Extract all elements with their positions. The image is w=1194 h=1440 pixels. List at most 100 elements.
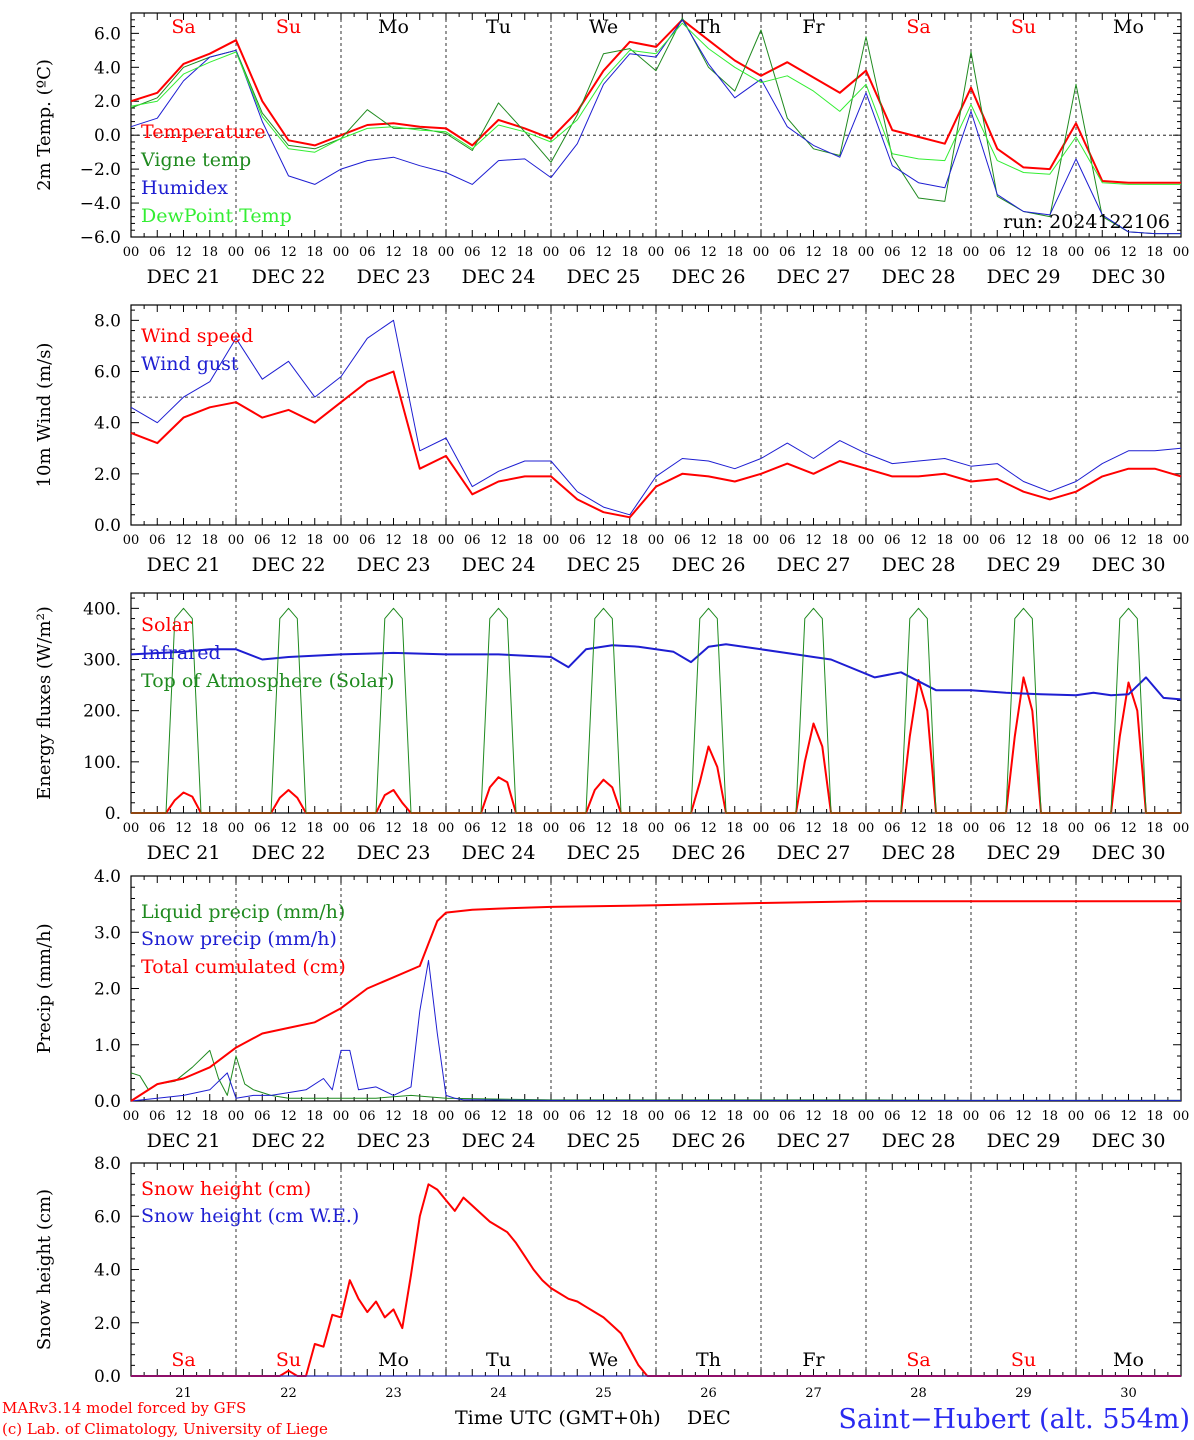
- legend-entry: Solar: [141, 614, 193, 636]
- series-line-2: [130, 959, 1181, 1102]
- day-number-label: 26: [700, 1386, 717, 1401]
- day-of-week-label: Tu: [486, 16, 511, 38]
- hour-tick-label: 12: [1015, 245, 1032, 260]
- series-line-4: [130, 22, 1181, 185]
- hour-tick-label: 18: [621, 821, 638, 836]
- model-credit-line1: MARv3.14 model forced by GFS: [2, 1399, 246, 1417]
- series-line-2: [130, 319, 1182, 516]
- hour-tick-label: 00: [1173, 533, 1190, 548]
- y-tick-label: 6.0: [94, 24, 121, 44]
- date-label: DEC 24: [462, 842, 536, 864]
- hour-tick-label: 18: [516, 533, 533, 548]
- hour-tick-label: 12: [385, 1109, 402, 1124]
- panel-4: 0.0 1.0 2.0 3.0 4.0 Precip (mm/h) Liquid preci…: [34, 867, 1189, 1152]
- legend-entry: Top of Atmosphere (Solar): [141, 670, 394, 692]
- hour-tick-label: 06: [359, 245, 376, 260]
- hour-tick-label: 18: [1041, 245, 1058, 260]
- y-tick-label: 0.0: [94, 1092, 121, 1112]
- date-label: DEC 30: [1092, 266, 1166, 288]
- day-of-week-label: Mo: [1113, 16, 1144, 38]
- hour-tick-label: 06: [149, 245, 166, 260]
- y-tick-label: −2.0: [80, 160, 121, 180]
- y-tick-label: 3.0: [94, 923, 121, 943]
- hour-tick-label: 00: [648, 1109, 665, 1124]
- hour-tick-label: 18: [831, 245, 848, 260]
- series-line-3: [131, 607, 1181, 814]
- hour-tick-label: 00: [228, 533, 245, 548]
- hour-tick-label: 00: [858, 1109, 875, 1124]
- date-label: DEC 28: [882, 554, 956, 576]
- hour-tick-label: 12: [1015, 821, 1032, 836]
- hour-tick-label: 18: [621, 245, 638, 260]
- y-tick-label: 2.0: [94, 92, 121, 112]
- legend-entry: Wind gust: [141, 353, 239, 375]
- hour-tick-label: 12: [700, 821, 717, 836]
- hour-tick-label: 06: [254, 245, 271, 260]
- day-of-week-label: We: [589, 1349, 618, 1371]
- hour-tick-label: 06: [149, 821, 166, 836]
- y-tick-label: 4.0: [94, 1261, 121, 1281]
- hour-tick-label: 06: [254, 821, 271, 836]
- hour-tick-label: 12: [805, 821, 822, 836]
- date-label: DEC 29: [987, 266, 1061, 288]
- hour-tick-label: 00: [963, 821, 980, 836]
- date-label: DEC 22: [252, 266, 326, 288]
- hour-tick-label: 00: [858, 533, 875, 548]
- hour-tick-label: 12: [385, 533, 402, 548]
- hour-tick-label: 06: [569, 533, 586, 548]
- hour-tick-label: 18: [201, 245, 218, 260]
- hour-tick-label: 00: [963, 245, 980, 260]
- series-line-1: [131, 1183, 1181, 1377]
- hour-tick-label: 12: [490, 245, 507, 260]
- hour-tick-label: 00: [1173, 821, 1190, 836]
- panel-1: −6.0 −4.0 −2.0 0.0 2.0 4.0 6.0 2m Temp. (ºC) Tem…: [34, 12, 1189, 288]
- hour-tick-label: 18: [306, 245, 323, 260]
- hour-tick-label: 18: [1041, 1109, 1058, 1124]
- legend-entry: Humidex: [141, 177, 228, 199]
- hour-tick-label: 00: [648, 533, 665, 548]
- day-of-week-label: Sa: [171, 1349, 195, 1371]
- date-label: DEC 28: [882, 842, 956, 864]
- hour-tick-label: 06: [884, 245, 901, 260]
- hour-tick-label: 06: [884, 821, 901, 836]
- hour-tick-label: 00: [858, 821, 875, 836]
- hour-tick-label: 18: [831, 821, 848, 836]
- hour-tick-label: 18: [411, 821, 428, 836]
- hour-tick-label: 12: [175, 245, 192, 260]
- date-label: DEC 24: [462, 266, 536, 288]
- hour-tick-label: 12: [1120, 245, 1137, 260]
- hour-tick-label: 12: [385, 245, 402, 260]
- date-label: DEC 25: [567, 1130, 641, 1152]
- hour-tick-label: 00: [963, 533, 980, 548]
- hour-tick-label: 18: [1041, 533, 1058, 548]
- month-label: DEC: [687, 1407, 731, 1429]
- date-label: DEC 27: [777, 1130, 851, 1152]
- day-number-label: 29: [1015, 1386, 1032, 1401]
- hour-tick-label: 12: [280, 533, 297, 548]
- date-label: DEC 29: [987, 842, 1061, 864]
- y-tick-label: 2.0: [94, 465, 121, 485]
- series-line-1: [130, 370, 1182, 519]
- panel-2: 0.0 2.0 4.0 6.0 8.0 10m Wind (m/s) Wind speed W…: [34, 304, 1190, 576]
- day-of-week-label: Su: [1011, 16, 1036, 38]
- run-annotation: run: 2024122106: [1003, 211, 1170, 233]
- date-label: DEC 22: [252, 1130, 326, 1152]
- day-of-week-label: Su: [1011, 1349, 1036, 1371]
- day-number-label: 30: [1120, 1386, 1137, 1401]
- hour-tick-label: 12: [490, 821, 507, 836]
- hour-tick-label: 00: [333, 1109, 350, 1124]
- panel-5: 0.0 2.0 4.0 6.0 8.0 Snow height (cm) Snow heig…: [34, 1154, 1182, 1401]
- hour-tick-label: 12: [805, 1109, 822, 1124]
- legend-entry: Snow height (cm W.E.): [141, 1205, 359, 1227]
- date-label: DEC 28: [882, 266, 956, 288]
- hour-tick-label: 18: [1146, 245, 1163, 260]
- date-label: DEC 26: [672, 842, 746, 864]
- hour-tick-label: 06: [1094, 1109, 1111, 1124]
- hour-tick-label: 00: [438, 245, 455, 260]
- date-label: DEC 24: [462, 554, 536, 576]
- hour-tick-label: 00: [963, 1109, 980, 1124]
- y-tick-label: 6.0: [94, 363, 121, 383]
- y-tick-label: 100.: [83, 753, 121, 773]
- y-tick-label: −6.0: [80, 228, 121, 248]
- hour-tick-label: 12: [910, 821, 927, 836]
